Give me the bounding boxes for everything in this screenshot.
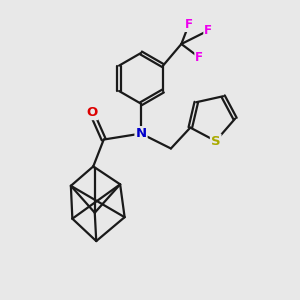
Text: O: O bbox=[86, 106, 98, 119]
Text: F: F bbox=[204, 24, 212, 37]
Text: N: N bbox=[136, 127, 147, 140]
Text: F: F bbox=[185, 18, 193, 31]
Text: S: S bbox=[211, 134, 220, 148]
Text: F: F bbox=[195, 51, 203, 64]
